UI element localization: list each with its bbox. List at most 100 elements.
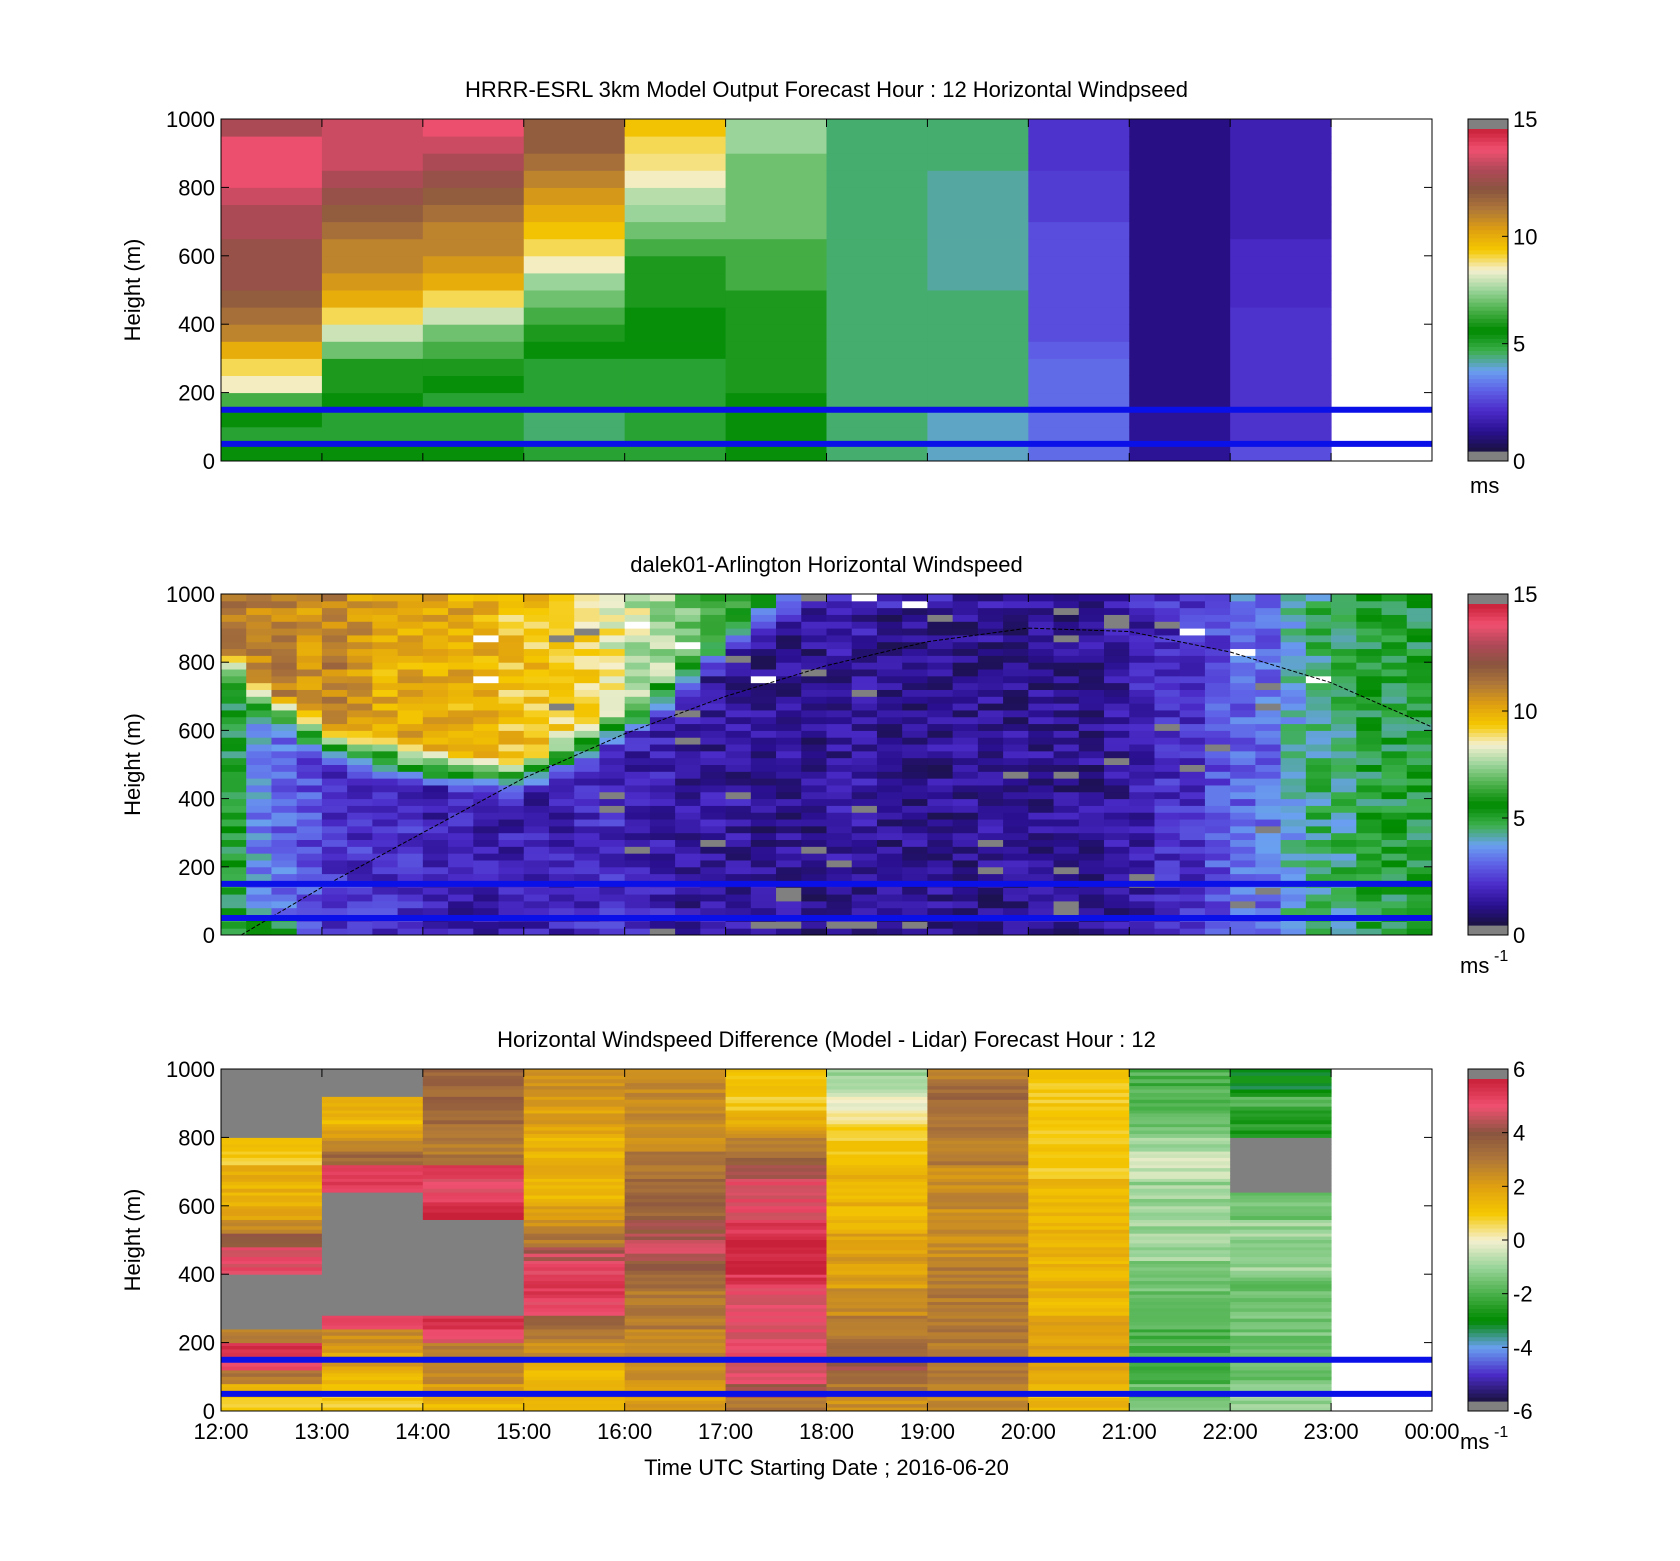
heatmap-cell — [624, 798, 651, 806]
heatmap-cell — [1179, 900, 1206, 909]
heatmap-cell — [523, 1328, 626, 1333]
heatmap-cell — [826, 600, 853, 609]
heatmap-cell — [422, 634, 449, 643]
colorbar-unit-label: ms — [1460, 1429, 1489, 1454]
heatmap-cell — [1230, 1171, 1332, 1176]
heatmap-cell — [1406, 832, 1433, 841]
colorbar-segment — [1468, 398, 1508, 404]
heatmap-cell — [826, 1298, 928, 1303]
heatmap-cell — [725, 825, 752, 834]
heatmap-cell — [725, 1291, 827, 1296]
heatmap-cell — [902, 614, 928, 622]
colorbar-segment — [1468, 1356, 1508, 1362]
heatmap-cell — [1204, 709, 1231, 718]
heatmap-cell — [246, 764, 272, 772]
heatmap-cell — [1053, 853, 1080, 861]
heatmap-cell — [1305, 669, 1332, 677]
colorbar-segment — [1468, 1183, 1508, 1189]
heatmap-cell — [548, 634, 575, 643]
x-tick-label: 20:00 — [1001, 1419, 1056, 1444]
heatmap-cell — [826, 900, 853, 909]
heatmap-cell — [801, 757, 827, 765]
heatmap-cell — [271, 907, 298, 916]
heatmap-cell — [801, 887, 827, 895]
heatmap-cell — [1129, 1342, 1231, 1347]
heatmap-cell — [977, 887, 1004, 895]
heatmap-cell — [422, 682, 449, 690]
heatmap-cell — [1230, 1263, 1332, 1268]
heatmap-cell — [347, 900, 373, 909]
heatmap-cell — [1129, 1267, 1231, 1272]
boundary-layer-curve — [240, 627, 1433, 936]
heatmap-cell — [1204, 839, 1231, 847]
heatmap-cell — [927, 1363, 1029, 1368]
heatmap-cell — [1230, 1397, 1332, 1402]
heatmap-cell — [1028, 1198, 1130, 1203]
heatmap-cell — [523, 907, 550, 916]
heatmap-cell — [422, 1069, 525, 1073]
heatmap-cell — [271, 771, 298, 779]
heatmap-cell — [700, 866, 727, 875]
heatmap-cell — [321, 1236, 424, 1241]
heatmap-cell — [1028, 716, 1055, 725]
heatmap-cell — [1230, 1161, 1332, 1166]
heatmap-cell — [725, 1140, 827, 1145]
heatmap-cell — [1230, 1304, 1332, 1309]
heatmap-cell — [321, 1250, 424, 1255]
heatmap-cell — [826, 1246, 928, 1251]
colorbar-segment — [1468, 1087, 1508, 1092]
heatmap-cell — [801, 744, 827, 752]
heatmap-cell — [422, 392, 525, 411]
heatmap-cell — [397, 928, 424, 936]
heatmap-cell — [523, 628, 550, 636]
heatmap-cell — [725, 1376, 827, 1381]
heatmap-cell — [246, 621, 272, 629]
heatmap-cell — [1078, 648, 1105, 656]
heatmap-cell — [1331, 757, 1357, 765]
heatmap-cell — [574, 791, 600, 800]
colorbar-segment — [1468, 804, 1508, 810]
heatmap-cell — [1028, 1147, 1130, 1152]
heatmap-cell — [876, 614, 903, 622]
heatmap-cell — [523, 1161, 626, 1166]
heatmap-cell — [1078, 900, 1105, 909]
heatmap-cell — [1129, 1383, 1231, 1388]
heatmap-cell — [473, 716, 500, 725]
heatmap-cell — [876, 703, 903, 711]
heatmap-cell — [624, 119, 727, 137]
heatmap-cell — [750, 764, 777, 772]
heatmap-cell — [221, 324, 323, 342]
heatmap-cell — [221, 1263, 323, 1268]
heatmap-cell — [1356, 716, 1383, 725]
heatmap-cell — [1129, 170, 1231, 188]
heatmap-cell — [523, 1140, 626, 1145]
heatmap-cell — [296, 675, 323, 684]
heatmap-cell — [523, 290, 626, 308]
heatmap-cell — [1230, 221, 1332, 240]
heatmap-cell — [523, 392, 626, 411]
heatmap-cell — [1230, 1332, 1332, 1337]
heatmap-cell — [1179, 696, 1206, 704]
colorbar-segment — [1468, 1171, 1508, 1177]
heatmap-cell — [422, 204, 525, 223]
heatmap-cell — [448, 641, 474, 650]
heatmap-cell — [1305, 873, 1332, 881]
heatmap-cell — [422, 648, 449, 656]
heatmap-cell — [826, 866, 853, 875]
heatmap-cell — [221, 443, 323, 462]
heatmap-cell — [675, 907, 701, 916]
heatmap-cell — [1078, 655, 1105, 663]
heatmap-cell — [599, 839, 626, 847]
heatmap-cell — [1129, 221, 1231, 240]
heatmap-cell — [296, 655, 323, 663]
heatmap-cell — [876, 859, 903, 868]
heatmap-cell — [1129, 1198, 1231, 1203]
heatmap-cell — [422, 866, 449, 875]
heatmap-cell — [902, 784, 928, 793]
heatmap-cell — [221, 709, 247, 718]
heatmap-cell — [221, 894, 247, 902]
heatmap-cell — [851, 887, 878, 895]
heatmap-cell — [725, 221, 827, 240]
heatmap-cell — [1230, 1133, 1332, 1138]
heatmap-cell — [826, 1106, 928, 1111]
